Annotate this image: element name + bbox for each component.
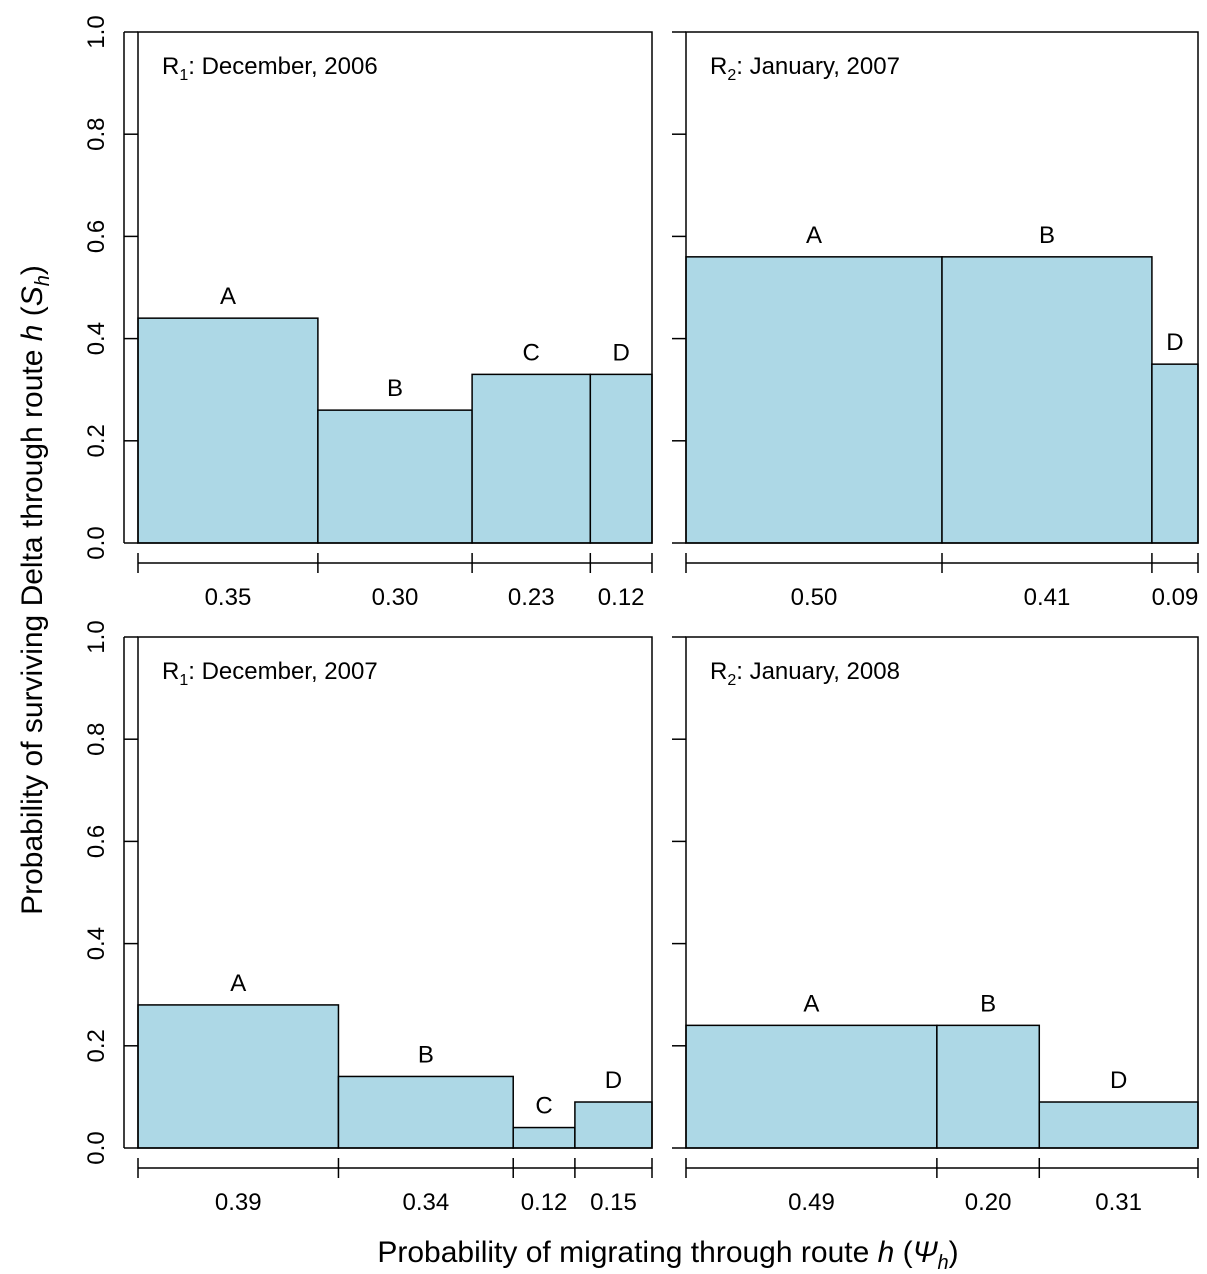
bar-B (317, 409, 473, 544)
plot-frame (137, 31, 653, 544)
bar-A (137, 1004, 340, 1149)
bar-D (574, 1101, 653, 1149)
width-label-A: 0.39 (215, 1189, 262, 1216)
panel-3: A B C D 0.0 0.2 0.4 0.6 0.8 1.0 0.39 0.34 0.12 0.15 R1… (83, 620, 653, 1216)
x-axis-title: Probability of migrating through route h… (377, 1236, 958, 1274)
width-label-D: 0.09 (1152, 584, 1199, 611)
y-tick-label: 0.2 (83, 424, 110, 457)
y-tick-label: 0.8 (83, 118, 110, 151)
bar-label-B: B (418, 1041, 434, 1068)
bar-label-B: B (980, 990, 996, 1017)
bar-label-D: D (612, 339, 629, 366)
bar-label-B: B (1039, 222, 1055, 249)
panel-label: R1: December, 2007 (162, 658, 378, 689)
bar-label-B: B (387, 375, 403, 402)
width-label-B: 0.20 (965, 1189, 1012, 1216)
width-label-C: 0.23 (508, 584, 555, 611)
y-tick-label: 1.0 (83, 15, 110, 48)
plot-frame (685, 31, 1199, 544)
y-tick-label: 0.6 (83, 825, 110, 858)
width-label-B: 0.34 (402, 1189, 449, 1216)
width-label-D: 0.31 (1095, 1189, 1142, 1216)
y-tick-label: 0.0 (83, 1131, 110, 1164)
plot-frame (685, 636, 1199, 1149)
panels-group: A B C D 0.0 0.2 0.4 0.6 0.8 1.0 0.35 0.30 0.23 0.12 R1… (83, 15, 1199, 1216)
bar-C (471, 373, 592, 544)
y-tick-label: 0.2 (83, 1029, 110, 1062)
bar-A (137, 317, 319, 544)
bar-label-A: A (230, 970, 246, 997)
width-label-B: 0.41 (1024, 584, 1071, 611)
width-label-A: 0.50 (791, 584, 838, 611)
bar-label-A: A (806, 222, 822, 249)
plot-frame (137, 636, 653, 1149)
y-tick-label: 0.4 (83, 927, 110, 960)
width-label-B: 0.30 (372, 584, 419, 611)
bar-label-C: C (535, 1093, 552, 1120)
panel-label: R2: January, 2008 (710, 658, 900, 689)
bar-A (685, 1024, 938, 1149)
width-label-D: 0.12 (598, 584, 645, 611)
bar-label-D: D (1110, 1067, 1127, 1094)
width-label-A: 0.49 (788, 1189, 835, 1216)
width-label-A: 0.35 (205, 584, 252, 611)
bar-label-A: A (220, 283, 236, 310)
width-label-C: 0.12 (521, 1189, 568, 1216)
bar-D (1151, 363, 1199, 544)
y-tick-label: 0.4 (83, 322, 110, 355)
bar-label-D: D (605, 1067, 622, 1094)
bar-D (1038, 1101, 1199, 1149)
bar-D (589, 373, 653, 544)
y-tick-label: 0.8 (83, 723, 110, 756)
panel-4: A B D 0.49 0.20 0.31 R2: January, 2008 (672, 636, 1199, 1216)
bar-label-C: C (523, 339, 540, 366)
bar-B (941, 256, 1153, 544)
panel-label: R2: January, 2007 (710, 53, 900, 84)
y-axis-title: Probability of surviving Delta through r… (16, 265, 54, 915)
bar-B (936, 1024, 1041, 1149)
bar-C (512, 1126, 576, 1149)
y-tick-label: 0.0 (83, 526, 110, 559)
panel-1: A B C D 0.0 0.2 0.4 0.6 0.8 1.0 0.35 0.30 0.23 0.12 R1… (83, 15, 653, 611)
y-tick-label: 0.6 (83, 220, 110, 253)
width-label-D: 0.15 (590, 1189, 637, 1216)
bar-label-A: A (803, 990, 819, 1017)
panel-label: R1: December, 2006 (162, 53, 378, 84)
y-tick-label: 1.0 (83, 620, 110, 653)
panel-2: A B D 0.50 0.41 0.09 R2: January, 2007 (672, 31, 1199, 611)
bar-B (337, 1075, 514, 1149)
bar-label-D: D (1166, 329, 1183, 356)
bar-A (685, 256, 943, 544)
